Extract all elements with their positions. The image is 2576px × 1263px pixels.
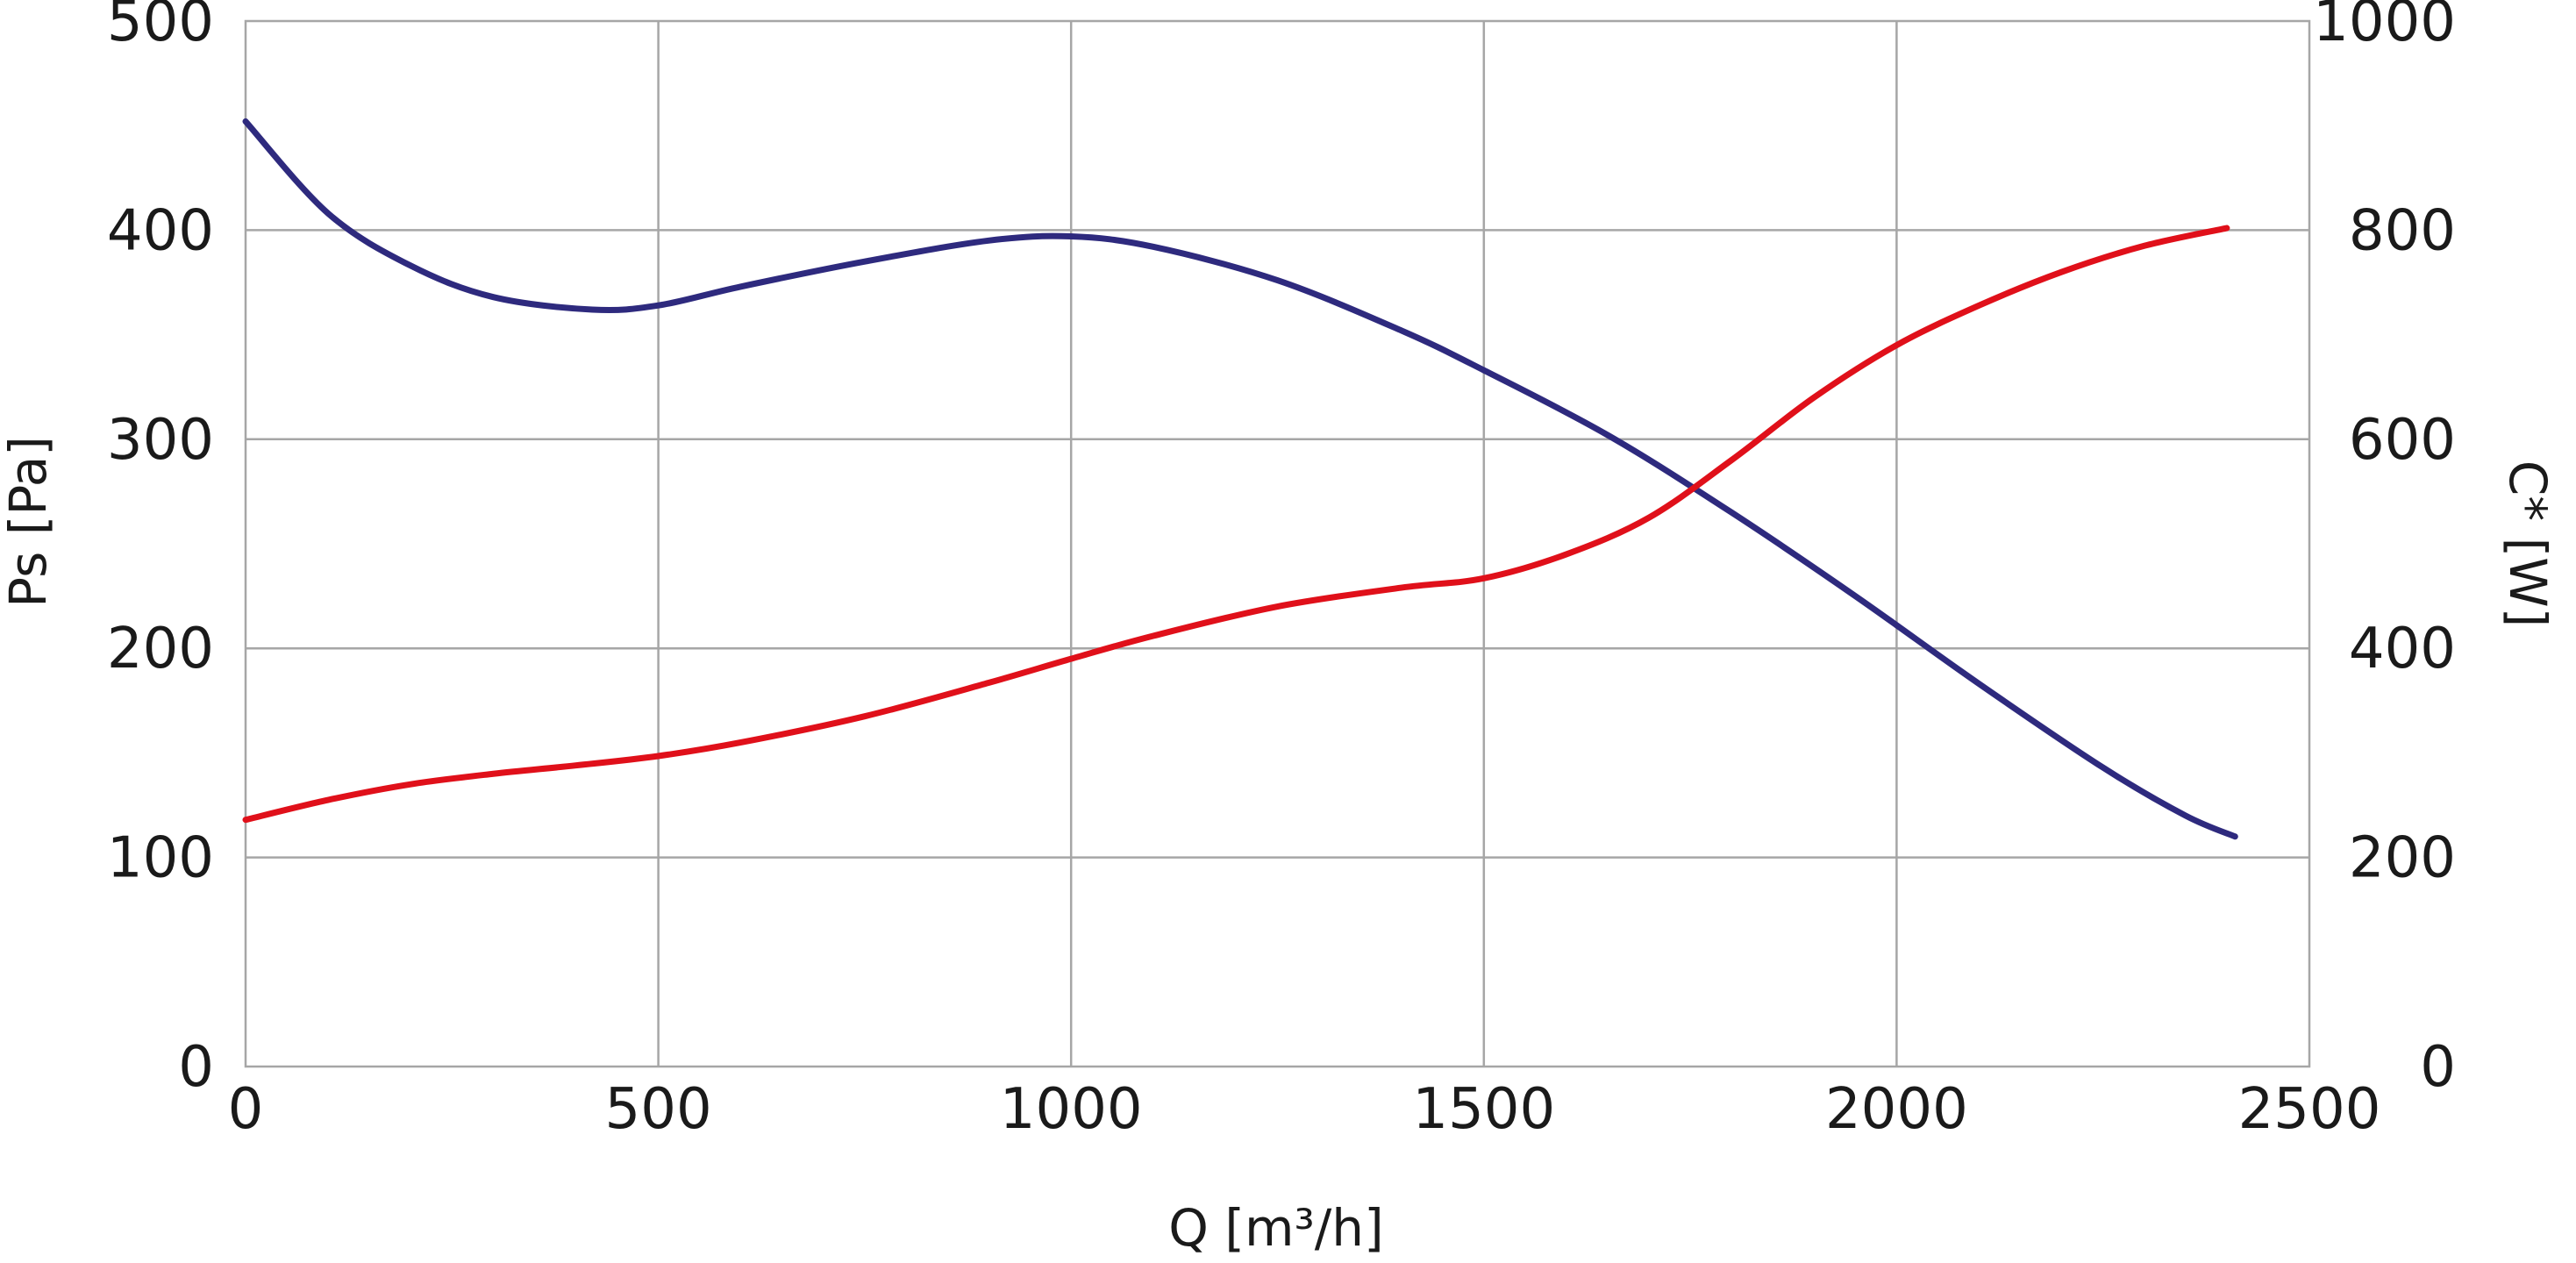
x-tick-label: 1000 (1000, 1077, 1143, 1142)
y-right-tick-label: 600 (2349, 408, 2456, 473)
y-left-tick-label: 500 (107, 0, 214, 54)
y-left-tick-label: 0 (178, 1035, 214, 1100)
pressure-series-line (242, 118, 2238, 840)
y-right-tick-label: 800 (2349, 198, 2456, 263)
y-left-tick-label: 200 (107, 617, 214, 681)
power-series-line (242, 225, 2230, 824)
y-left-tick-label: 100 (107, 826, 214, 891)
y-axis-left-label: Ps [Pa] (0, 436, 58, 608)
y-right-tick-label: 1000 (2313, 0, 2456, 54)
x-tick-label: 0 (228, 1077, 264, 1142)
tick-layer: 0 500 1000 1500 2000 2500 0 100 200 300 400 500 0 200… (107, 0, 2456, 1142)
x-tick-label: 1500 (1412, 1077, 1555, 1142)
y-axis-right-label: C* [W] (2498, 460, 2558, 628)
y-left-tick-label: 400 (107, 198, 214, 263)
x-tick-label: 2000 (1825, 1077, 1968, 1142)
x-tick-label: 2500 (2238, 1077, 2381, 1142)
plot-frame (244, 19, 2311, 1068)
y-left-tick-label: 300 (107, 408, 214, 473)
grid-layer (246, 21, 2309, 1067)
x-axis-label: Q [m³/h] (1168, 1198, 1383, 1258)
x-tick-label: 500 (605, 1077, 712, 1142)
series-layer (242, 118, 2238, 840)
y-right-tick-label: 400 (2349, 617, 2456, 681)
y-right-tick-label: 0 (2420, 1035, 2456, 1100)
y-right-tick-label: 200 (2349, 826, 2456, 891)
